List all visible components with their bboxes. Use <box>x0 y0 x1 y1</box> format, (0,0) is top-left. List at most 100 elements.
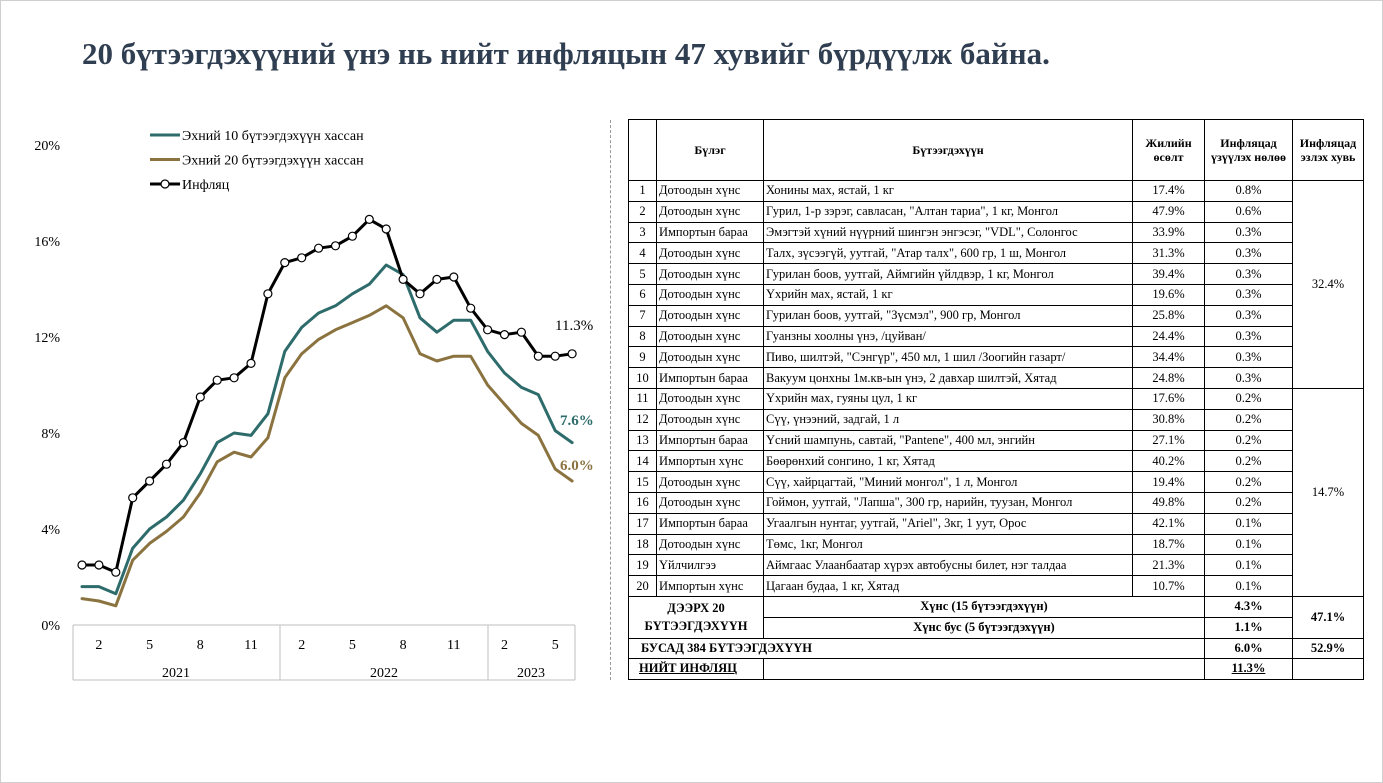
table-row: 17 Импортын бараа Угаалгын нунтаг, уутгай,… <box>628 512 1364 535</box>
series-end-label: 7.6% <box>560 413 594 429</box>
row-impact: 0.2% <box>1204 471 1293 493</box>
header-impact: Инфляцад үзүүлэх нөлөө <box>1204 119 1293 181</box>
row-group: Дотоодын хүнс <box>656 408 764 431</box>
x-tick-label: 2 <box>298 638 305 653</box>
x-tick-label: 11 <box>447 638 460 653</box>
row-product: Үхрийн мах, ястай, 1 кг <box>763 283 1133 306</box>
row-impact: 0.3% <box>1204 283 1293 306</box>
row-product: Сүү, үнээний, задгай, 1 л <box>763 408 1133 431</box>
row-group: Дотоодын хүнс <box>656 387 764 410</box>
series-line-2 <box>80 304 574 608</box>
inflation-point <box>347 231 357 241</box>
inflation-point <box>145 476 155 486</box>
summary-top20-label: ДЭЭРХ 20 БҮТЭЭГДЭХҮҮН <box>628 595 764 639</box>
row-product: Гурилан боов, уутгай, Аймгийн үйлдвэр, 1… <box>763 263 1133 285</box>
row-number: 15 <box>628 471 657 493</box>
table-row: 5 Дотоодын хүнс Гурилан боов, уутгай, Аймг… <box>628 263 1364 285</box>
row-product: Гоймон, уутгай, "Лапша", 300 гр, нарийн,… <box>763 491 1133 514</box>
row-growth: 42.1% <box>1132 512 1205 535</box>
row-number: 1 <box>628 180 657 202</box>
table-row: 1 Дотоодын хүнс Хонины мах, ястай, 1 кг 17.… <box>628 180 1364 389</box>
x-tick-label: 2 <box>95 638 102 653</box>
row-growth: 30.8% <box>1132 408 1205 431</box>
row-growth: 34.4% <box>1132 346 1205 369</box>
row-impact: 0.3% <box>1204 367 1293 389</box>
inflation-point <box>398 274 408 284</box>
inflation-point <box>161 459 172 469</box>
summary-other-label: БУСАД 384 БҮТЭЭГДЭХҮҮН <box>628 637 1205 659</box>
year-label: 2021 <box>162 666 190 681</box>
row-impact: 0.3% <box>1204 221 1293 244</box>
table-row: 7 Дотоодын хүнс Гурилан боов, уутгай, "Зүс… <box>628 304 1364 327</box>
row-group: Дотоодын хүнс <box>656 200 764 223</box>
inflation-point <box>246 358 256 368</box>
row-group: Үйлчилгээ <box>656 554 764 577</box>
inflation-point <box>128 493 138 503</box>
row-impact: 0.8% <box>1204 180 1293 202</box>
inflation-point <box>314 243 324 253</box>
row-number: 11 <box>628 387 657 410</box>
row-impact: 0.6% <box>1204 200 1293 223</box>
summary-food-label: Хүнс (15 бүтээгдэхүүн) <box>763 595 1205 618</box>
inflation-point <box>77 560 87 570</box>
row-group: Дотоодын хүнс <box>656 242 764 265</box>
row-product: Аймгаас Улаанбаатар хүрэх автобусны биле… <box>763 554 1133 577</box>
inflation-point <box>567 349 577 359</box>
row-group: Импортын бараа <box>656 429 764 452</box>
row-growth: 47.9% <box>1132 200 1205 223</box>
summary-nonfood-value: 1.1% <box>1204 616 1293 639</box>
row-product: Талх, зүсээгүй, уутгай, "Атар талх", 600… <box>763 242 1133 265</box>
row-growth: 25.8% <box>1132 304 1205 327</box>
series-end-label: 6.0% <box>560 458 594 474</box>
table-row: 13 Импортын бараа Үсний шампунь, савтай, "… <box>628 429 1364 452</box>
row-growth: 17.6% <box>1132 387 1205 410</box>
x-tick-label: 8 <box>197 638 204 653</box>
inflation-point <box>94 560 104 570</box>
inflation-point <box>229 373 239 383</box>
table-row: 14 Импортын хүнс Бөөрөнхий сонгино, 1 кг, … <box>628 450 1364 473</box>
inflation-point <box>280 258 290 268</box>
series-end-label: 11.3% <box>555 318 593 334</box>
y-tick-label: 4% <box>41 523 60 538</box>
header-group: Бүлэг <box>656 119 764 181</box>
header-share: Инфляцад эзлэх хувь <box>1292 119 1364 181</box>
table-row: 12 Дотоодын хүнс Сүү, үнээний, задгай, 1 л… <box>628 408 1364 431</box>
row-group: Дотоодын хүнс <box>656 346 764 369</box>
row-group: Дотоодын хүнс <box>656 491 764 514</box>
row-number: 14 <box>628 450 657 473</box>
inflation-point <box>499 330 510 340</box>
legend-label: Эхний 20 бүтээгдэхүүн хассан <box>182 154 364 169</box>
summary-total-value: 11.3% <box>1204 657 1293 680</box>
row-number: 10 <box>628 367 657 389</box>
row-group: Дотоодын хүнс <box>656 283 764 306</box>
row-product: Эмэгтэй хүний нүүрний шингэн энгэсэг, "V… <box>763 221 1133 244</box>
x-tick-label: 8 <box>400 638 407 653</box>
series-line-1 <box>80 263 574 596</box>
inflation-point <box>111 567 121 577</box>
table-row: 19 Үйлчилгээ Аймгаас Улаанбаатар хүрэх авт… <box>628 554 1364 577</box>
row-impact: 0.3% <box>1204 346 1293 369</box>
row-impact: 0.1% <box>1204 512 1293 535</box>
summary-food-value: 4.3% <box>1204 595 1293 618</box>
row-group: Дотоодын хүнс <box>656 533 764 556</box>
row-growth: 24.8% <box>1132 367 1205 389</box>
inflation-point <box>297 253 307 263</box>
row-impact: 0.3% <box>1204 304 1293 327</box>
table-row: 6 Дотоодын хүнс Үхрийн мах, ястай, 1 кг 19.… <box>628 283 1364 306</box>
row-impact: 0.3% <box>1204 263 1293 285</box>
row-impact: 0.3% <box>1204 242 1293 265</box>
row-group: Импортын хүнс <box>656 575 764 597</box>
summary-nonfood-label: Хүнс бус (5 бүтээгдэхүүн) <box>763 616 1205 639</box>
row-number: 5 <box>628 263 657 285</box>
inflation-point <box>178 438 188 448</box>
year-label: 2022 <box>370 666 398 681</box>
row-product: Гуанзны хоолны үнэ, /цуйван/ <box>763 325 1133 348</box>
row-growth: 39.4% <box>1132 263 1205 285</box>
row-product: Гурил, 1-р зэрэг, савласан, "Алтан тариа… <box>763 200 1133 223</box>
row-impact: 0.1% <box>1204 575 1293 597</box>
x-tick-label: 5 <box>146 638 153 653</box>
summary-other-share: 52.9% <box>1292 637 1364 659</box>
row-impact: 0.2% <box>1204 387 1293 410</box>
header-product: Бүтээгдэхүүн <box>763 119 1133 181</box>
table-row: 2 Дотоодын хүнс Гурил, 1-р зэрэг, савласан… <box>628 200 1364 223</box>
